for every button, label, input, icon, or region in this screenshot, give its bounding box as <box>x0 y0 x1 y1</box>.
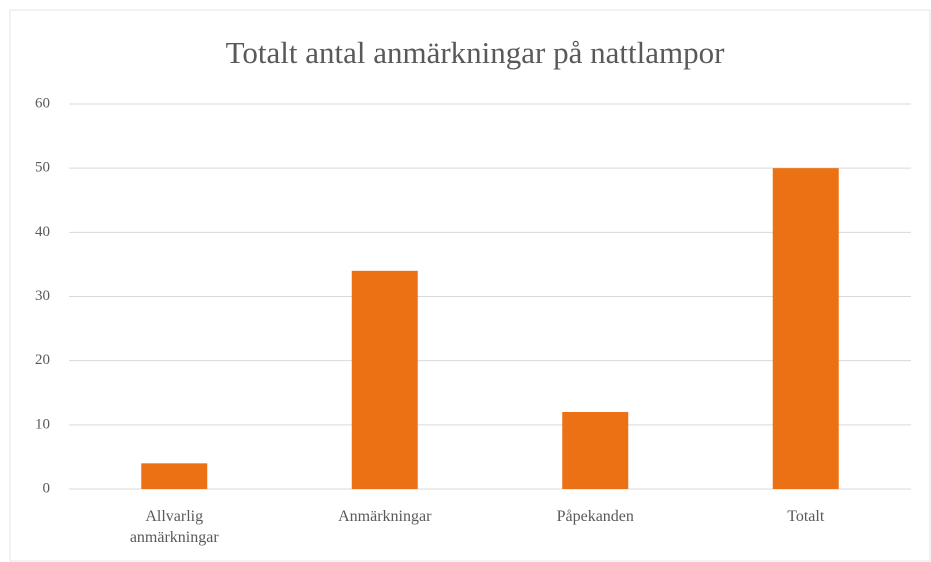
y-tick-label: 40 <box>35 224 50 240</box>
chart-title: Totalt antal anmärkningar på nattlampor <box>226 35 725 70</box>
bar <box>772 168 839 489</box>
y-tick-label: 20 <box>35 352 50 368</box>
x-tick-label: Totalt <box>787 508 825 525</box>
bar <box>351 270 418 489</box>
x-tick-label: Anmärkningar <box>338 508 432 525</box>
bar <box>141 463 208 489</box>
bar <box>562 412 629 489</box>
x-tick-label: Påpekanden <box>556 508 634 525</box>
y-tick-label: 60 <box>35 95 50 111</box>
y-tick-label: 50 <box>35 160 50 176</box>
y-tick-label: 0 <box>43 480 51 496</box>
y-tick-label: 30 <box>35 288 50 304</box>
x-tick-label: Allvarlig anmärkningar <box>129 508 219 546</box>
y-tick-label: 10 <box>35 416 50 432</box>
